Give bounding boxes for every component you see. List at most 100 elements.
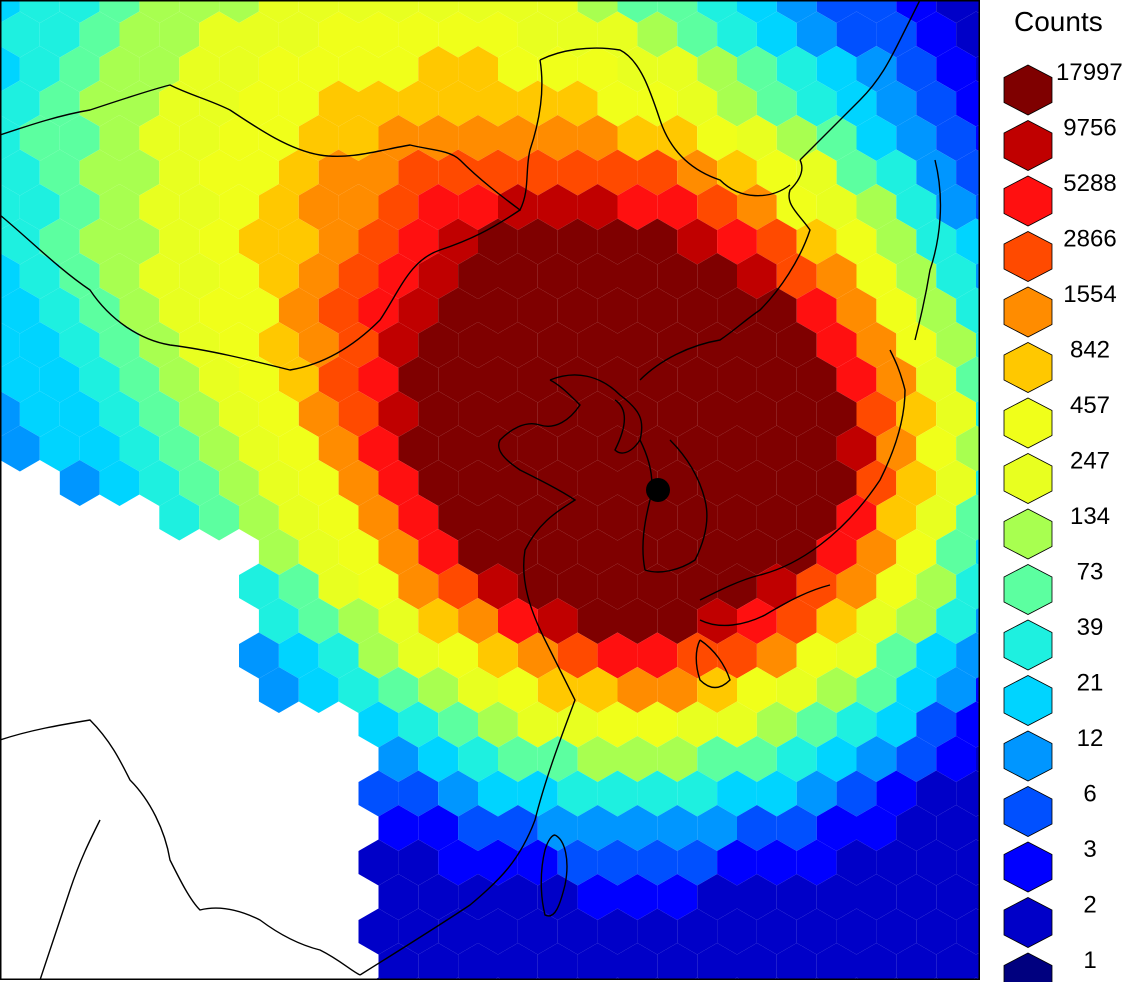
hex-cell — [956, 149, 980, 196]
hex-cell — [936, 529, 976, 575]
hex-cell — [537, 322, 578, 368]
hex-cell — [697, 322, 737, 368]
legend-label: 1554 — [1063, 281, 1116, 308]
hex-cell — [697, 253, 737, 299]
hex-cell — [776, 598, 817, 644]
hex-cell — [836, 287, 877, 334]
hex-cell — [936, 943, 976, 980]
hex-cell — [418, 736, 459, 782]
hex-cell — [697, 943, 737, 980]
hex-cell — [398, 287, 439, 334]
hex-cell — [617, 46, 658, 92]
hex-cell — [438, 839, 478, 886]
hex-cell — [199, 494, 239, 541]
hex-cell — [498, 667, 538, 713]
hex-cell — [657, 736, 698, 782]
hex-cell — [737, 805, 777, 851]
hex-cell — [956, 425, 980, 472]
hex-cell — [717, 11, 757, 58]
hex-cell — [756, 287, 797, 334]
hex-cell — [438, 149, 478, 196]
hex-cell — [597, 356, 638, 403]
hex-cell — [577, 184, 618, 230]
hex-cell — [398, 80, 439, 127]
hex-cell — [617, 322, 658, 368]
hex-cell — [637, 908, 678, 955]
hex-cell — [597, 563, 638, 610]
legend-label: 842 — [1070, 337, 1110, 364]
hex-cell — [219, 46, 259, 92]
legend-scale: 1799797565288286615548424572471347339211… — [1003, 59, 1123, 987]
hex-cell — [717, 494, 757, 541]
hex-cell — [756, 149, 797, 196]
hex-cell — [836, 770, 877, 817]
hex-cell — [916, 563, 957, 610]
legend-label: 5288 — [1063, 170, 1116, 197]
hex-cell — [99, 115, 140, 161]
hex-cell — [478, 563, 518, 610]
hex-cell — [816, 184, 857, 230]
hex-cell — [637, 11, 678, 58]
coastline-china — [359, 379, 581, 976]
hexbin-map — [0, 0, 980, 980]
hex-cell — [617, 391, 658, 437]
hex-cell — [498, 322, 538, 368]
hex-cell — [458, 736, 498, 782]
hex-cell — [498, 736, 538, 782]
hex-cell — [39, 80, 80, 127]
map-panel[interactable] — [0, 0, 980, 980]
hex-cell — [836, 425, 877, 472]
hex-cell — [438, 770, 478, 817]
hex-cell — [896, 736, 937, 782]
hex-cell — [956, 770, 980, 817]
hex-cell — [597, 908, 638, 955]
hex-cell — [338, 253, 379, 299]
hex-cell — [836, 701, 877, 748]
hex-cell — [458, 874, 498, 920]
hex-cell — [239, 356, 279, 403]
border-mongolia-south — [0, 209, 521, 371]
hex-cell — [39, 149, 80, 196]
hex-cell — [239, 494, 279, 541]
hex-cell — [378, 253, 419, 299]
hex-cell — [338, 667, 379, 713]
hex-cell — [438, 632, 478, 679]
hex-cell — [657, 598, 698, 644]
hex-cell — [338, 391, 379, 437]
hex-cell — [637, 149, 678, 196]
hex-cell — [298, 46, 339, 92]
legend-label: 73 — [1077, 559, 1104, 586]
hex-cell — [876, 356, 917, 403]
legend-swatch — [1003, 841, 1053, 893]
hex-cell — [278, 218, 319, 265]
hex-cell — [756, 218, 797, 265]
legend-label: 2 — [1083, 892, 1096, 919]
hex-cell — [79, 80, 120, 127]
hex-cell — [517, 11, 558, 58]
hex-cell — [756, 632, 797, 679]
hex-cell — [298, 253, 339, 299]
legend-title: Counts — [1014, 6, 1103, 37]
hex-cell — [896, 874, 937, 920]
hex-cell — [697, 184, 737, 230]
hex-cell — [836, 494, 877, 541]
hex-cell — [378, 322, 419, 368]
hex-cell — [59, 391, 100, 437]
hex-cell — [19, 322, 60, 368]
hex-cell — [836, 563, 877, 610]
hex-cell — [219, 184, 259, 230]
hex-cell — [717, 287, 757, 334]
hex-cell — [458, 805, 498, 851]
hex-cell — [378, 184, 419, 230]
legend-swatch — [1003, 897, 1053, 948]
hex-cell — [597, 218, 638, 265]
hex-cell — [79, 356, 120, 403]
hex-cell — [219, 391, 259, 437]
hex-cell — [816, 805, 857, 851]
hex-cell — [19, 253, 60, 299]
hex-cell — [756, 425, 797, 472]
hex-cell — [199, 287, 239, 334]
hex-cell — [338, 322, 379, 368]
hex-cell — [478, 770, 518, 817]
hex-cell — [677, 11, 718, 58]
